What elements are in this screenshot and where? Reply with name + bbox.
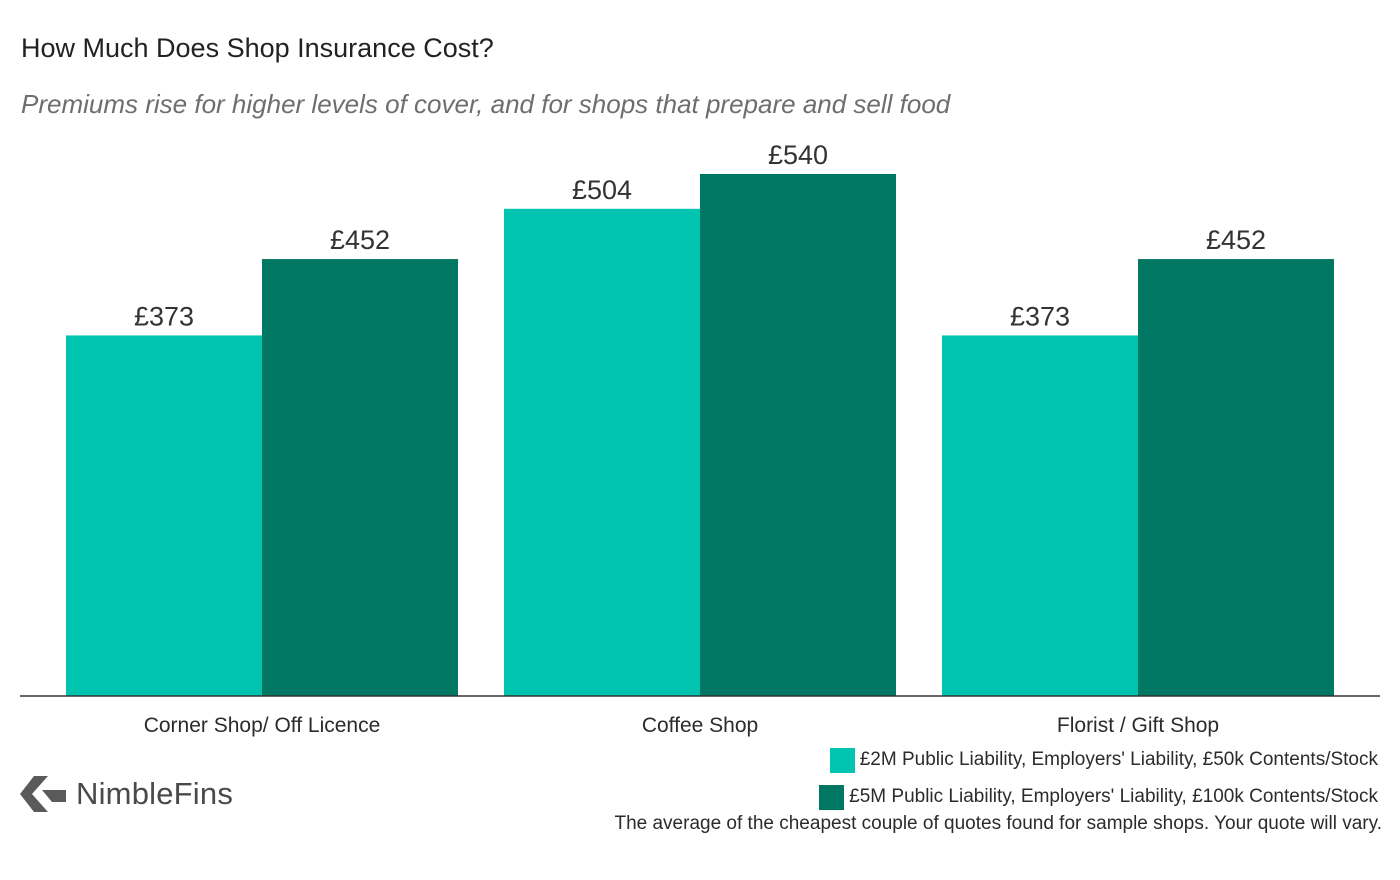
footnote: The average of the cheapest couple of qu… — [614, 813, 1382, 834]
data-label-2-series-1: £504 — [572, 175, 632, 205]
data-label-3-series-1: £373 — [1010, 301, 1070, 331]
data-label-1-series-1: £373 — [134, 301, 194, 331]
bar-3-series-2 — [1138, 259, 1334, 696]
data-label-3-series-2: £452 — [1206, 225, 1266, 255]
logo: NimbleFins — [20, 776, 233, 812]
legend-label-series-2: £5M Public Liability, Employers' Liabili… — [849, 786, 1378, 807]
legend-label-series-1: £2M Public Liability, Employers' Liabili… — [859, 749, 1378, 770]
data-label-2-series-2: £540 — [768, 140, 828, 170]
x-tick-label-3: Florist / Gift Shop — [1057, 714, 1219, 737]
legend-swatch-series-2 — [819, 784, 845, 810]
legend-item-series-1: £2M Public Liability, Employers' Liabili… — [829, 746, 1378, 774]
chart-subtitle: Premiums rise for higher levels of cover… — [21, 89, 951, 119]
bar-2-series-2 — [700, 174, 896, 696]
bar-3-series-1 — [942, 335, 1138, 696]
x-tick-label-2: Coffee Shop — [642, 714, 758, 737]
logo-text: NimbleFins — [76, 776, 234, 811]
bar-chart: £373 £452 Corner Shop/ Off Licence £504 £540… — [20, 140, 1380, 737]
bar-1-series-2 — [262, 259, 458, 696]
chevron-left-icon — [20, 776, 66, 812]
legend: £2M Public Liability, Employers' Liabili… — [819, 746, 1378, 820]
legend-item-series-2: £5M Public Liability, Employers' Liabili… — [819, 783, 1378, 811]
legend-swatch-series-1 — [829, 747, 855, 773]
bar-2-series-1 — [504, 208, 700, 697]
data-label-1-series-2: £452 — [330, 225, 390, 255]
x-tick-label-1: Corner Shop/ Off Licence — [144, 714, 381, 737]
chart-title: How Much Does Shop Insurance Cost? — [21, 33, 494, 63]
bar-1-series-1 — [66, 335, 262, 696]
